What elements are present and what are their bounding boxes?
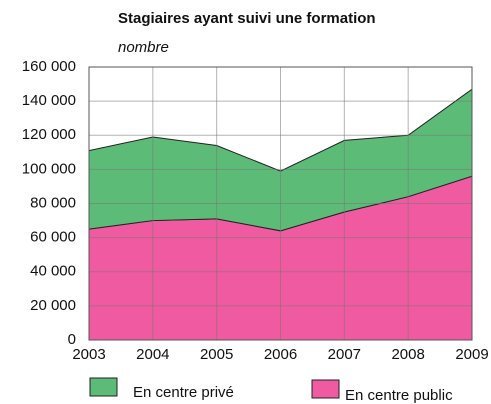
y-tick-label: 100 000 bbox=[22, 160, 76, 177]
x-tick-label: 2003 bbox=[72, 346, 105, 363]
x-tick-label: 2004 bbox=[136, 346, 169, 363]
x-tick-label: 2007 bbox=[328, 346, 361, 363]
y-tick-label: 140 000 bbox=[22, 92, 76, 109]
x-tick-label: 2006 bbox=[264, 346, 297, 363]
chart-subtitle: nombre bbox=[118, 39, 169, 56]
x-tick-label: 2009 bbox=[455, 346, 488, 363]
y-tick-label: 20 000 bbox=[30, 297, 76, 314]
chart-title: Stagiaires ayant suivi une formation bbox=[118, 10, 376, 27]
legend-label: En centre public bbox=[345, 387, 453, 404]
y-tick-label: 60 000 bbox=[30, 229, 76, 246]
legend-swatch bbox=[311, 379, 340, 399]
y-tick-label: 40 000 bbox=[30, 263, 76, 280]
x-tick-label: 2008 bbox=[391, 346, 424, 363]
x-tick-label: 2005 bbox=[200, 346, 233, 363]
y-tick-label: 0 bbox=[68, 331, 76, 348]
legend-swatch bbox=[89, 377, 118, 397]
y-tick-label: 80 000 bbox=[30, 194, 76, 211]
legend-label: En centre privé bbox=[133, 384, 234, 401]
y-tick-label: 120 000 bbox=[22, 126, 76, 143]
plot-frame bbox=[88, 66, 473, 341]
y-tick-label: 160 000 bbox=[22, 58, 76, 75]
